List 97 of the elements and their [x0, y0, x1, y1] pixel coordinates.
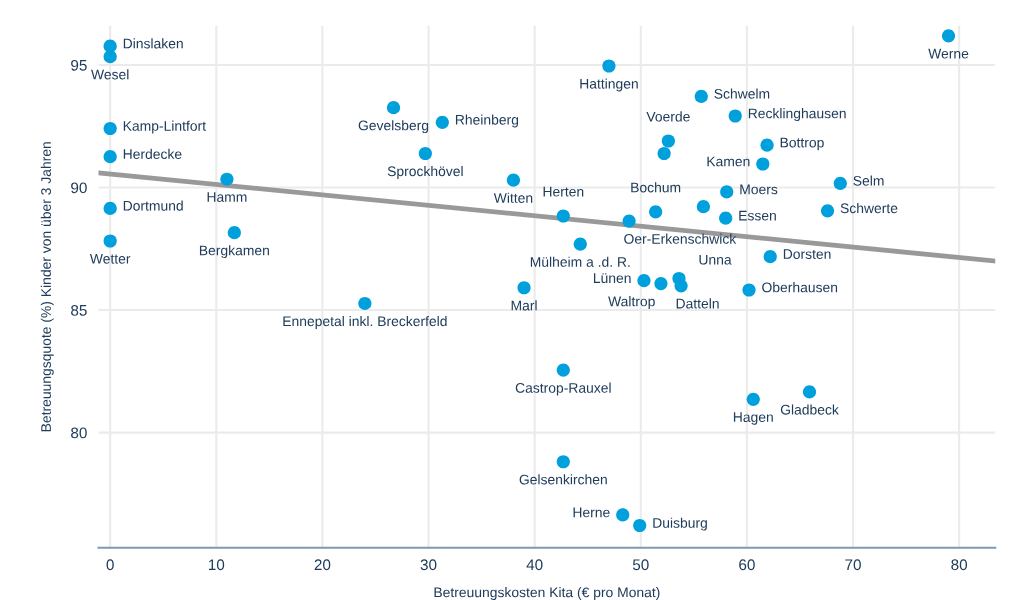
point — [763, 250, 777, 264]
annotation: Sprockhövel — [387, 165, 463, 179]
point — [435, 115, 449, 129]
x-tick-label: 70 — [845, 559, 861, 571]
annotation: Wesel — [91, 69, 129, 80]
point — [103, 234, 117, 248]
y-tick-label: 80 — [71, 427, 87, 439]
x-tick-label: 80 — [951, 559, 968, 571]
point — [602, 59, 616, 73]
point — [654, 277, 668, 291]
point — [506, 173, 521, 187]
annotation: Unna — [699, 254, 732, 265]
x-axis-title: Betreuungskosten Kita (€ pro Monat) — [434, 587, 660, 600]
annotation: Dinslaken — [123, 38, 183, 49]
annotation: Hattingen — [580, 78, 638, 92]
annotation: Marl — [511, 300, 537, 311]
annotation: Hagen — [733, 412, 773, 425]
point — [746, 392, 760, 406]
point — [556, 209, 570, 223]
y-axis-title: Betreuungsquote (%) Kinder von über 3 Jahren — [40, 142, 54, 432]
point — [694, 89, 708, 103]
point — [633, 518, 647, 533]
x-tick-label: 20 — [314, 559, 331, 571]
annotation: Hamm — [207, 192, 247, 202]
x-tick-label: 50 — [632, 559, 649, 571]
point — [386, 101, 401, 115]
annotation: Datteln — [676, 298, 719, 309]
point — [556, 363, 570, 377]
annotation: Gelsenkirchen — [519, 474, 607, 485]
annotation: Dortmund — [123, 200, 183, 211]
annotation: Oberhausen — [762, 282, 838, 293]
annotation: Rheinberg — [455, 114, 519, 128]
annotation: Witten — [493, 192, 533, 203]
point — [418, 146, 432, 161]
point — [103, 50, 117, 64]
point — [657, 146, 671, 161]
annotation: Dorsten — [783, 249, 831, 259]
point — [661, 134, 675, 148]
annotation: Herdecke — [123, 148, 182, 160]
annotation: Schwelm — [714, 88, 770, 99]
annotation: Oer-Erkenschwick — [624, 233, 737, 244]
point — [941, 29, 956, 43]
point — [760, 138, 774, 152]
y-tick-label: 90 — [71, 182, 87, 194]
point — [756, 157, 770, 171]
point — [556, 455, 570, 469]
point — [637, 274, 651, 288]
annotation: Wetter — [89, 253, 131, 264]
annotation: Bottrop — [780, 137, 824, 151]
point — [696, 200, 710, 214]
point — [742, 283, 756, 297]
annotation: Gladbeck — [780, 404, 839, 415]
point — [728, 109, 742, 123]
annotation: Waltrop — [608, 296, 655, 310]
annotation: Duisburg — [653, 517, 707, 531]
point — [227, 226, 241, 240]
point — [103, 201, 117, 215]
point — [719, 211, 733, 225]
annotation: Werne — [928, 48, 969, 59]
annotation: Schwerte — [840, 202, 898, 214]
annotation: Recklinghausen — [748, 108, 846, 122]
point — [103, 150, 117, 164]
point — [820, 204, 835, 218]
point — [802, 385, 817, 399]
annotation: Moers — [740, 184, 778, 195]
annotation: Castrop-Rauxel — [515, 382, 611, 396]
annotation: Ennepetal inkl. Breckerfeld — [283, 315, 447, 329]
x-tick-label: 30 — [420, 559, 437, 571]
annotation: Voerde — [646, 111, 690, 122]
annotation: Gevelsberg — [358, 120, 429, 134]
annotation: Herten — [543, 186, 584, 197]
point — [517, 281, 531, 295]
point — [220, 172, 234, 186]
point — [573, 237, 587, 251]
point — [358, 296, 372, 311]
x-tick-label: 60 — [739, 559, 755, 571]
point — [833, 176, 847, 190]
point — [649, 205, 663, 219]
annotation: Bergkamen — [199, 245, 269, 259]
annotation: Kamp-Lintfort — [123, 120, 206, 134]
y-tick-label: 95 — [71, 59, 87, 71]
point — [616, 508, 630, 522]
annotation: Bochum — [631, 182, 681, 193]
point — [622, 214, 636, 228]
point — [674, 279, 688, 293]
annotation: Selm — [853, 175, 884, 186]
x-tick-label: 0 — [106, 559, 114, 571]
point — [103, 121, 117, 136]
annotation: Herne — [573, 507, 610, 518]
point — [720, 185, 734, 199]
annotation: Mülheim a .d. R. — [530, 256, 630, 267]
annotation: Kamen — [707, 156, 750, 167]
annotation: Lünen — [593, 273, 631, 284]
annotation: Essen — [739, 210, 776, 221]
y-tick-label: 85 — [71, 304, 87, 316]
x-tick-label: 10 — [208, 559, 225, 571]
x-tick-label: 40 — [526, 559, 543, 571]
